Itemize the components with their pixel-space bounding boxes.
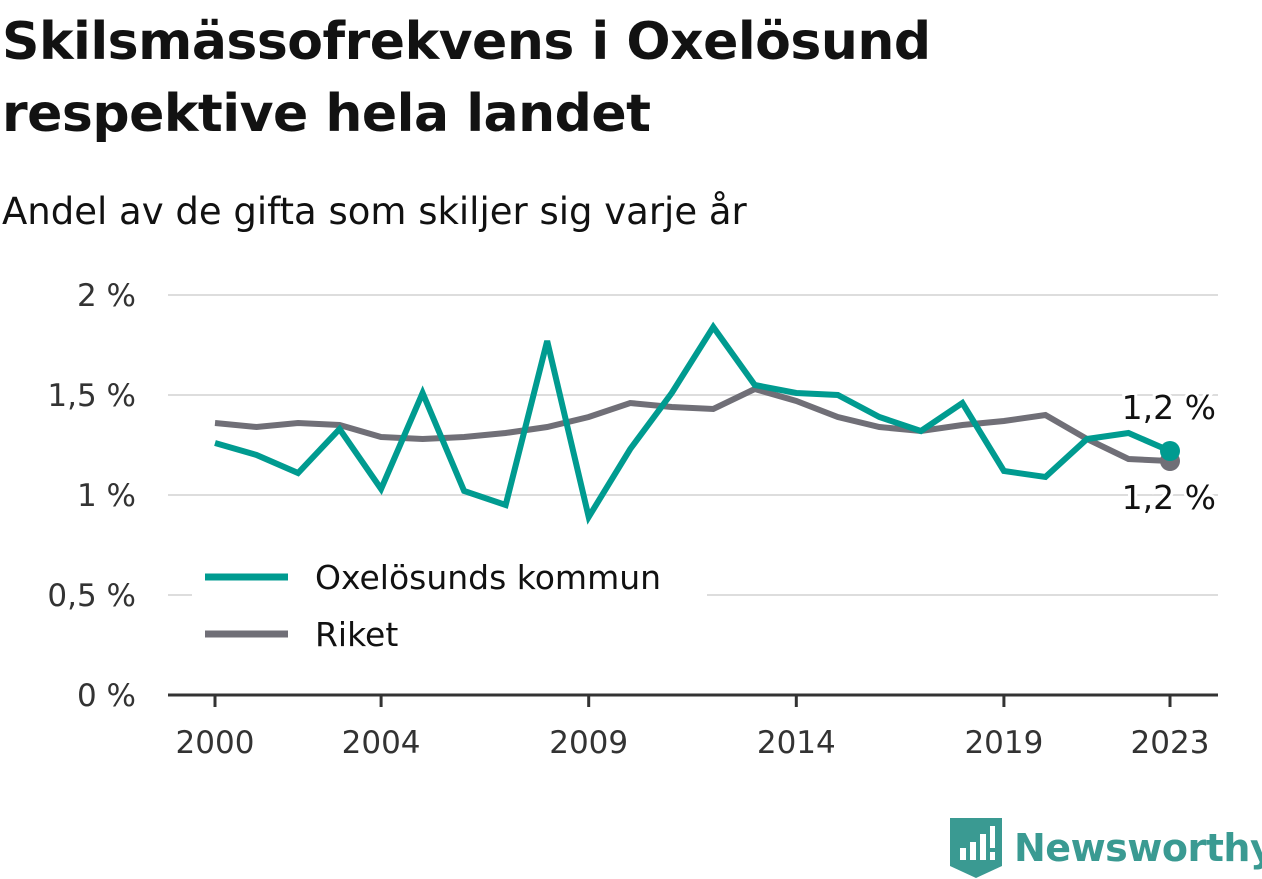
- legend-label: Oxelösunds kommun: [315, 558, 661, 597]
- x-tick-label: 2000: [176, 725, 255, 761]
- newsworthy-brand: Newsworthy: [950, 818, 1262, 878]
- y-tick-label: 1 %: [77, 478, 136, 514]
- x-tick-label: 2019: [964, 725, 1043, 761]
- legend-background: [192, 548, 707, 663]
- series-line-oxelösunds-kommun: [214, 321, 1172, 525]
- series-lines: 1,2 % 1,2 %: [214, 321, 1219, 525]
- legend-label: Riket: [315, 615, 398, 654]
- y-tick-label: 0,5 %: [47, 578, 136, 614]
- chart-subtitle: Andel av de gifta som skiljer sig varje …: [2, 190, 747, 233]
- brand-name: Newsworthy: [1014, 826, 1262, 870]
- y-tick-label: 0 %: [77, 678, 136, 714]
- y-tick-label: 1,5 %: [47, 378, 136, 414]
- series-end-point: [1160, 441, 1180, 461]
- legend: Oxelösunds kommun Riket: [192, 548, 707, 663]
- x-tick-label: 2023: [1131, 725, 1210, 761]
- x-tick-label: 2014: [757, 725, 836, 761]
- chart-title: Skilsmässofrekvens i Oxelösund respektiv…: [2, 12, 931, 144]
- y-tick-label: 2 %: [77, 278, 136, 314]
- x-tick-label: 2004: [342, 725, 421, 761]
- series-end-label: 1,2 %: [1122, 478, 1216, 517]
- series-line-riket: [214, 385, 1171, 464]
- bar-chart-tag-icon: [950, 818, 1002, 878]
- x-tick-label: 2009: [549, 725, 628, 761]
- axes: 0 % 0,5 % 1 % 1,5 % 2 % 2000 2004 2009 2014 2019 2…: [47, 278, 1218, 761]
- series-end-label: 1,2 %: [1122, 388, 1216, 427]
